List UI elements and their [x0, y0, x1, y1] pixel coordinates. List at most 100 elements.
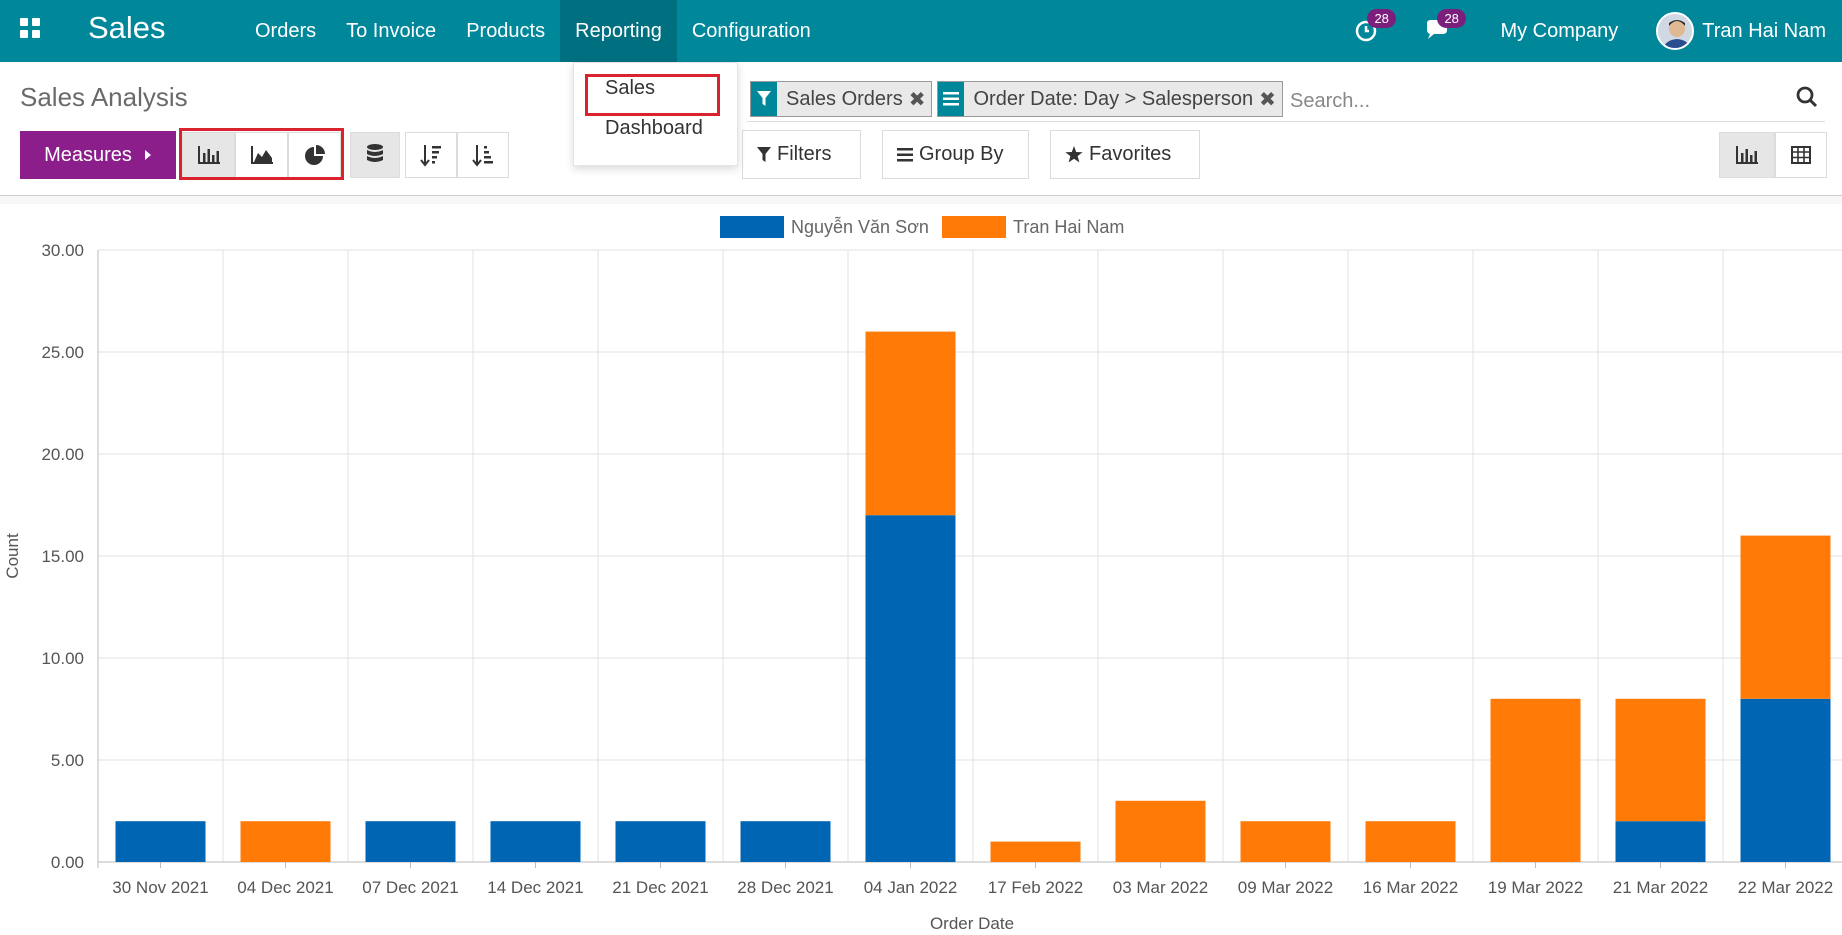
- x-axis-title: Order Date: [930, 914, 1014, 933]
- top-navbar: Sales Orders To Invoice Products Reporti…: [0, 0, 1842, 62]
- y-tick-label: 10.00: [41, 649, 84, 668]
- caret-right-icon: [144, 150, 151, 160]
- x-tick-label: 04 Dec 2021: [237, 878, 333, 897]
- dropdown-item-sales[interactable]: Sales: [605, 76, 656, 99]
- favorites-label: Favorites: [1089, 143, 1172, 165]
- activity-clock-icon[interactable]: 28: [1354, 9, 1396, 44]
- sort-ascending-button[interactable]: [457, 132, 509, 178]
- menu-to-invoice[interactable]: To Invoice: [346, 19, 437, 42]
- y-tick-label: 0.00: [51, 853, 84, 872]
- x-tick-label: 28 Dec 2021: [737, 878, 833, 897]
- stack-toggle-group: [350, 132, 400, 178]
- bar-segment-series-1: [740, 821, 831, 862]
- filter-funnel-icon: [757, 146, 771, 162]
- bar-segment-series-2: [1615, 698, 1706, 822]
- page-title: Sales Analysis: [20, 82, 188, 112]
- bar-chart-button[interactable]: [182, 132, 235, 178]
- bar-segment-series-1: [490, 821, 581, 862]
- group-by-list-icon: [938, 82, 965, 116]
- x-tick-label: 09 Mar 2022: [1238, 878, 1333, 897]
- x-tick-label: 03 Mar 2022: [1113, 878, 1208, 897]
- bar-segment-series-2: [865, 331, 956, 516]
- bar-segment-series-1: [615, 821, 706, 862]
- y-tick-label: 30.00: [41, 241, 84, 260]
- x-tick-label: 14 Dec 2021: [487, 878, 583, 897]
- sort-descending-button[interactable]: [405, 132, 457, 178]
- pie-chart-icon: [304, 145, 325, 165]
- stacked-button[interactable]: [350, 132, 400, 178]
- user-avatar[interactable]: [1656, 12, 1695, 50]
- company-switcher[interactable]: My Company: [1500, 19, 1619, 42]
- x-tick-label: 04 Jan 2022: [864, 878, 958, 897]
- bar-segment-series-2: [1240, 821, 1331, 862]
- facet-groupby-remove-icon[interactable]: ✖: [1259, 88, 1276, 111]
- bar-segment-series-2: [990, 841, 1081, 862]
- area-chart-icon: [250, 146, 273, 164]
- search-facets: Sales Orders ✖ Order Date: Day > Salespe…: [750, 81, 1288, 117]
- sales-bar-chart: 0.00 5.00 10.00 15.00 20.00 25.00 30.00 30 Nov …: [3, 216, 1842, 933]
- y-tick-label: 5.00: [51, 751, 84, 770]
- facet-filter-remove-icon[interactable]: ✖: [908, 88, 926, 111]
- dropdown-item-dashboard[interactable]: Dashboard: [605, 116, 703, 139]
- search-underline: [747, 121, 1825, 122]
- y-tick-label: 25.00: [41, 343, 84, 362]
- database-stack-icon: [367, 144, 383, 162]
- star-icon: [1065, 146, 1083, 163]
- facet-groupby: Order Date: Day > Salesperson ✖: [937, 81, 1283, 117]
- legend-label: Tran Hai Nam: [1013, 217, 1124, 237]
- group-by-button[interactable]: Group By: [882, 130, 1029, 179]
- measures-button[interactable]: Measures: [20, 131, 176, 179]
- reporting-dropdown: Sales Dashboard: [573, 62, 738, 166]
- activity-count-badge: 28: [1367, 9, 1396, 28]
- legend-label: Nguyễn Văn Sơn: [791, 216, 929, 237]
- x-tick-label: 21 Dec 2021: [612, 878, 708, 897]
- bar-segment-series-1: [865, 515, 956, 862]
- facet-filter-label: Sales Orders: [786, 87, 903, 110]
- bar-segment-series-1: [1615, 821, 1706, 862]
- chart-type-group: [182, 132, 341, 178]
- menu-reporting[interactable]: Reporting: [560, 0, 677, 62]
- search-input[interactable]: [1290, 86, 1790, 116]
- y-axis-title: Count: [3, 533, 22, 579]
- app-title[interactable]: Sales: [88, 10, 166, 45]
- messages-chat-icon[interactable]: 28: [1424, 9, 1466, 44]
- menu-products[interactable]: Products: [466, 19, 546, 42]
- pie-chart-button[interactable]: [288, 132, 341, 178]
- graph-view-icon: [1736, 146, 1758, 164]
- y-tick-label: 15.00: [41, 547, 84, 566]
- view-switcher: [1719, 132, 1827, 178]
- x-tick-label: 17 Feb 2022: [988, 878, 1083, 897]
- filter-icon: [751, 82, 777, 116]
- search-icon[interactable]: [1796, 86, 1820, 110]
- x-tick-label: 19 Mar 2022: [1488, 878, 1583, 897]
- facet-filter: Sales Orders ✖: [750, 81, 933, 117]
- bar-segment-series-2: [1365, 821, 1456, 862]
- bar-segment-series-1: [365, 821, 456, 862]
- filters-button[interactable]: Filters: [742, 130, 861, 179]
- x-tick-label: 21 Mar 2022: [1613, 878, 1708, 897]
- group-by-label: Group By: [919, 143, 1004, 165]
- y-tick-label: 20.00: [41, 445, 84, 464]
- x-tick-label: 07 Dec 2021: [362, 878, 458, 897]
- line-chart-button[interactable]: [235, 132, 288, 178]
- sort-ascending-icon: [472, 145, 493, 167]
- control-panel-divider: [0, 195, 1842, 196]
- favorites-button[interactable]: Favorites: [1050, 130, 1200, 179]
- pivot-view-button[interactable]: [1775, 132, 1827, 178]
- legend-swatch: [720, 216, 784, 238]
- apps-menu-icon[interactable]: [20, 18, 44, 42]
- message-count-badge: 28: [1437, 9, 1466, 28]
- bar-chart-icon: [197, 146, 220, 164]
- x-tick-label: 30 Nov 2021: [112, 878, 208, 897]
- bar-segment-series-2: [1490, 698, 1581, 862]
- user-menu[interactable]: Tran Hai Nam: [1702, 19, 1826, 42]
- graph-view-button[interactable]: [1719, 132, 1775, 178]
- menu-configuration[interactable]: Configuration: [691, 19, 811, 42]
- filters-label: Filters: [777, 143, 832, 165]
- control-panel-shadow: [0, 196, 1842, 204]
- menu-orders[interactable]: Orders: [255, 19, 317, 42]
- legend-swatch: [942, 216, 1006, 238]
- bar-segment-series-1: [1740, 698, 1831, 862]
- main-menu: Orders To Invoice Products Reporting Con…: [240, 0, 826, 62]
- sort-group: [405, 132, 509, 178]
